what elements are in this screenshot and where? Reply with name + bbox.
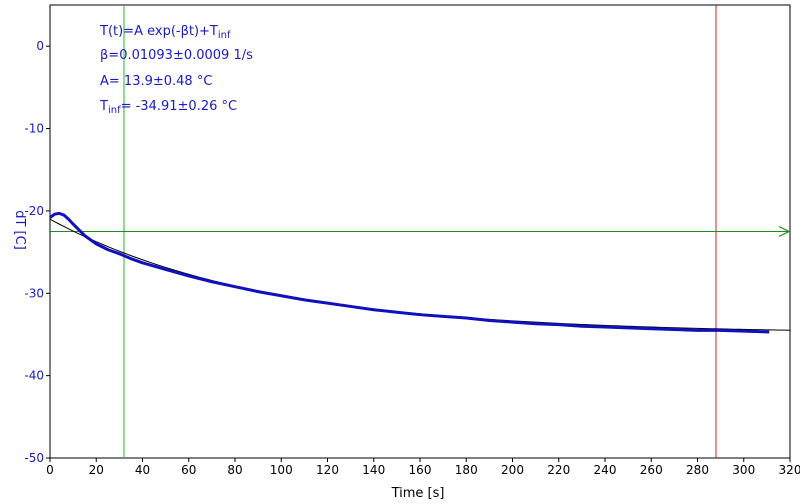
tinf-sub: inf — [108, 105, 121, 116]
arrow-icon[interactable] — [778, 225, 791, 238]
y-tick-label: 0 — [36, 39, 44, 53]
tinf-rest: = -34.91±0.26 °C — [121, 99, 237, 114]
x-tick-label: 300 — [732, 463, 755, 477]
x-tick-label: 100 — [270, 463, 293, 477]
y-tick-label: -50 — [24, 451, 44, 465]
x-tick-label: 120 — [316, 463, 339, 477]
y-tick-label: -40 — [24, 369, 44, 383]
model-annotation: T(t)=A exp(-βt)+Tinf — [99, 24, 231, 41]
x-tick-label: 60 — [181, 463, 196, 477]
x-axis-title: Time [s] — [391, 486, 445, 501]
x-tick-label: 220 — [547, 463, 570, 477]
y-axis-title: dT [C] — [12, 210, 27, 250]
y-axis-ticks: 0 -10 -20 -30 -40 -50 — [24, 39, 50, 465]
x-tick-label: 200 — [501, 463, 524, 477]
y-tick-label: -10 — [24, 122, 44, 136]
model-sub: inf — [218, 30, 231, 41]
data-series-line — [49, 211, 770, 334]
tinf-annotation: Tinf= -34.91±0.26 °C — [99, 99, 237, 116]
amplitude-annotation: A= 13.9±0.48 °C — [100, 74, 212, 89]
y-tick-label: -30 — [24, 286, 44, 300]
x-tick-label: 280 — [686, 463, 709, 477]
model-main: T(t)=A exp(-βt)+T — [99, 24, 218, 39]
x-tick-label: 160 — [409, 463, 432, 477]
x-tick-label: 260 — [640, 463, 663, 477]
data-series-group — [49, 211, 770, 334]
x-tick-label: 240 — [594, 463, 617, 477]
x-tick-label: 20 — [89, 463, 104, 477]
marker-lines — [50, 5, 791, 458]
x-tick-label: 320 — [779, 463, 800, 477]
x-axis-ticks: 0 20 40 60 80 100 120 140 160 180 200 220 240 260 280 3… — [46, 458, 800, 477]
beta-annotation: β=0.01093±0.0009 1/s — [100, 48, 253, 63]
x-tick-label: 40 — [135, 463, 150, 477]
y-tick-label: -20 — [24, 204, 44, 218]
x-tick-label: 80 — [227, 463, 242, 477]
tinf-prefix: T — [99, 99, 108, 114]
x-tick-label: 180 — [455, 463, 478, 477]
x-tick-label: 0 — [46, 463, 54, 477]
x-tick-label: 140 — [362, 463, 385, 477]
